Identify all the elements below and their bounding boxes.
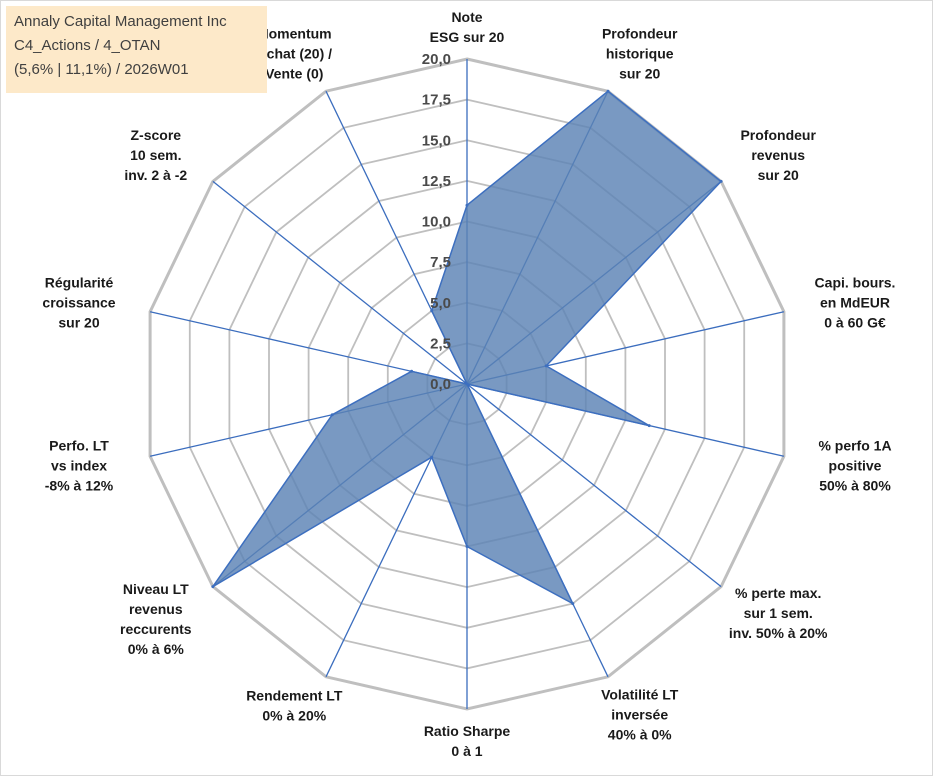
tick-label-5: 12,5 [422,173,451,190]
axis-label-line: en MdEUR [820,294,890,310]
axis-label-line: revenus [129,601,183,617]
radar-series [211,89,723,606]
axis-label-line: Note [451,9,482,25]
category-path: C4_Actions / 4_OTAN [14,37,161,54]
axis-label-11: Régularité croissance sur 20 [42,274,115,330]
axis-label-3: Capi. bours. en MdEUR 0 à 60 G€ [815,274,896,330]
tick-label-2: 5,0 [430,295,451,312]
tick-label-6: 15,0 [422,132,451,149]
axis-label-0: Note ESG sur 20 [430,9,505,45]
tick-label-8: 20,0 [422,51,451,68]
axis-label-line: inv. 2 à -2 [124,167,187,183]
axis-label-line: positive [829,458,882,474]
axis-label-line: Profondeur [740,127,816,143]
spoke-12 [212,180,468,385]
axis-label-line: vs index [51,458,107,474]
axis-label-5: % perte max. sur 1 sem. inv. 50% à 20% [729,585,828,641]
range-week: (5,6% | 11,1%) / 2026W01 [14,61,189,78]
data-point-12 [465,382,469,386]
axis-label-line: Régularité [45,274,114,290]
axis-label-line: croissance [42,294,115,310]
axis-label-line: sur 20 [58,314,99,330]
axis-label-13: Momentum Achat (20) / Vente (0) [257,25,333,81]
axis-label-1: Profondeur historique sur 20 [602,25,678,81]
tick-label-1: 2,5 [430,335,451,352]
axis-label-line: Momentum [257,25,332,41]
axis-label-6: Volatilité LT inversée 40% à 0% [601,687,679,743]
axis-label-4: % perfo 1A positive 50% à 80% [818,438,891,494]
axis-label-line: inversée [611,707,668,723]
axis-label-line: Profondeur [602,25,678,41]
data-point-2 [719,179,723,183]
axis-label-line: -8% à 12% [45,478,114,494]
tick-label-4: 10,0 [422,214,451,231]
axis-label-2: Profondeur revenus sur 20 [740,127,816,183]
axis-label-line: 40% à 0% [608,727,672,743]
tick-label-7: 17,5 [422,92,451,109]
axis-label-line: % perte max. [735,585,821,601]
axis-label-line: 0 à 1 [451,743,482,759]
axis-label-line: sur 20 [758,167,799,183]
axis-label-line: Achat (20) / [257,45,333,61]
axis-label-line: sur 1 sem. [744,605,813,621]
axis-label-line: Capi. bours. [815,274,896,290]
data-point-6 [571,602,575,606]
company-name: Annaly Capital Management Inc [14,13,227,30]
tick-label-0: 0,0 [430,376,451,393]
axis-label-line: revenus [751,147,805,163]
axis-label-line: Z-score [131,127,182,143]
data-point-0 [465,203,469,207]
axis-label-line: 50% à 80% [819,478,891,494]
axis-labels: Note ESG sur 20 Profondeur historique sur 20… [42,9,895,759]
info-box: Annaly Capital Management Inc C4_Actions… [6,6,267,93]
axis-label-line: sur 20 [619,65,660,81]
axis-label-10: Perfo. LT vs index -8% à 12% [45,438,114,494]
axis-label-line: historique [606,45,674,61]
data-point-8 [430,455,434,459]
data-point-9 [211,585,215,589]
tick-label-3: 7,5 [430,254,451,271]
axis-label-line: 0% à 20% [262,708,326,724]
axis-label-line: 10 sem. [130,147,181,163]
axis-label-line: Perfo. LT [49,438,109,454]
data-point-11 [410,369,414,373]
axis-label-line: % perfo 1A [818,438,891,454]
data-point-10 [330,413,334,417]
data-point-13 [430,309,434,313]
data-point-3 [544,364,548,368]
axis-label-line: 0% à 6% [128,641,185,657]
axis-label-12: Z-score 10 sem. inv. 2 à -2 [124,127,187,183]
axis-label-7: Ratio Sharpe 0 à 1 [424,723,511,759]
axis-label-line: Ratio Sharpe [424,723,511,739]
axis-label-9: Niveau LT revenus reccurents 0% à 6% [120,581,192,657]
axis-label-line: Volatilité LT [601,687,679,703]
axis-label-line: ESG sur 20 [430,29,505,45]
data-point-4 [647,424,651,428]
axis-label-8: Rendement LT 0% à 20% [246,688,343,724]
axis-label-line: reccurents [120,621,192,637]
radial-tick-labels: 0,0 2,5 5,0 7,5 10,0 12,5 15,0 17,5 20,0 [422,51,451,393]
axis-label-line: Niveau LT [123,581,189,597]
axis-label-line: inv. 50% à 20% [729,625,828,641]
axis-label-line: 0 à 60 G€ [824,314,886,330]
data-point-1 [606,89,610,93]
spoke-5 [466,383,722,588]
axis-label-line: Vente (0) [265,65,323,81]
axis-label-line: Rendement LT [246,688,343,704]
data-point-7 [465,545,469,548]
